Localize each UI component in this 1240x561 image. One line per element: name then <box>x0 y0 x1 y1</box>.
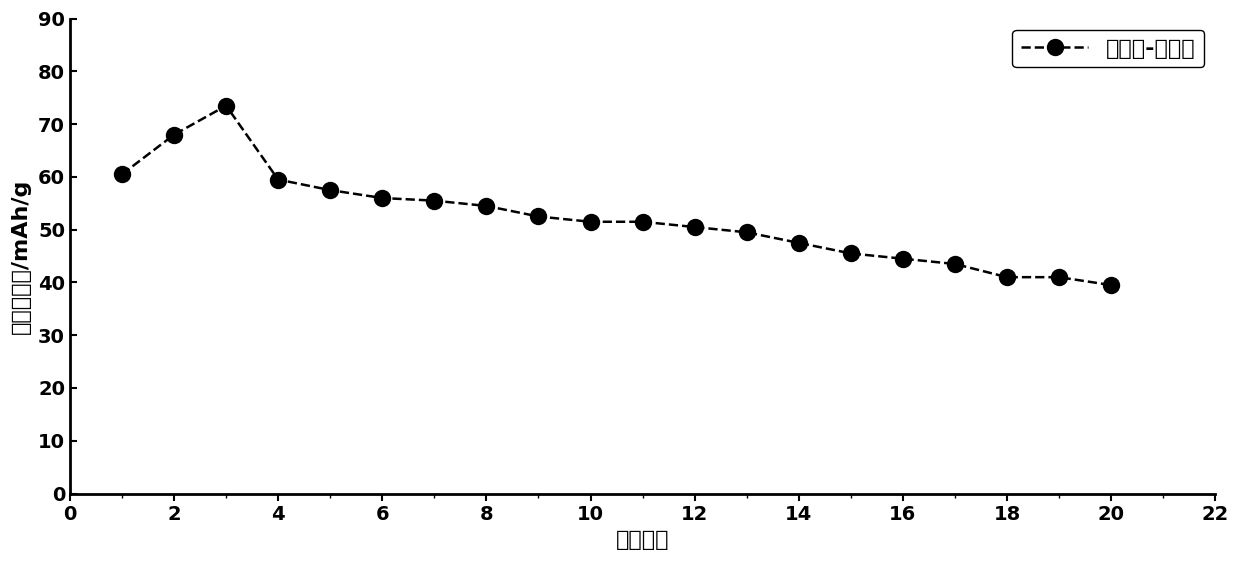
锤酸钓-氧化锤 <box>791 240 806 246</box>
锤酸钓-氧化锤 <box>322 187 337 194</box>
Line: 锤酸钓-氧化锤: 锤酸钓-氧化锤 <box>114 98 1118 293</box>
锤酸钓-氧化锤 <box>479 203 494 209</box>
锤酸钓-氧化锤 <box>1104 282 1118 288</box>
锤酸钓-氧化锤 <box>427 197 441 204</box>
锤酸钓-氧化锤 <box>895 255 910 262</box>
X-axis label: 循环次数: 循环次数 <box>616 530 670 550</box>
Legend: 锤酸钓-氧化锤: 锤酸钓-氧化锤 <box>1012 30 1204 67</box>
锤酸钓-氧化锤 <box>635 218 650 225</box>
锤酸钓-氧化锤 <box>218 102 233 109</box>
锤酸钓-氧化锤 <box>531 213 546 220</box>
锤酸钓-氧化锤 <box>374 195 389 201</box>
锤酸钓-氧化锤 <box>270 176 285 183</box>
锤酸钓-氧化锤 <box>999 274 1014 280</box>
Y-axis label: 放电比容量/mAh/g: 放电比容量/mAh/g <box>11 178 31 334</box>
锤酸钓-氧化锤 <box>583 218 598 225</box>
锤酸钓-氧化锤 <box>114 171 129 178</box>
锤酸钓-氧化锤 <box>947 261 962 268</box>
锤酸钓-氧化锤 <box>1052 274 1066 280</box>
锤酸钓-氧化锤 <box>166 131 181 138</box>
锤酸钓-氧化锤 <box>687 224 702 231</box>
锤酸钓-氧化锤 <box>739 229 754 236</box>
锤酸钓-氧化锤 <box>843 250 858 257</box>
